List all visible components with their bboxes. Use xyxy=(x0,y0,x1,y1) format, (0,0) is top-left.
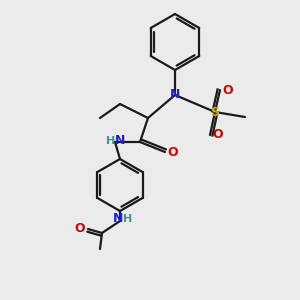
Text: N: N xyxy=(170,88,180,101)
Text: H: H xyxy=(106,136,116,146)
Text: O: O xyxy=(75,221,85,235)
Text: H: H xyxy=(123,214,133,224)
Text: O: O xyxy=(213,128,223,140)
Text: S: S xyxy=(211,106,220,118)
Text: N: N xyxy=(115,134,125,148)
Text: O: O xyxy=(223,83,233,97)
Text: O: O xyxy=(168,146,178,158)
Text: N: N xyxy=(113,212,123,226)
